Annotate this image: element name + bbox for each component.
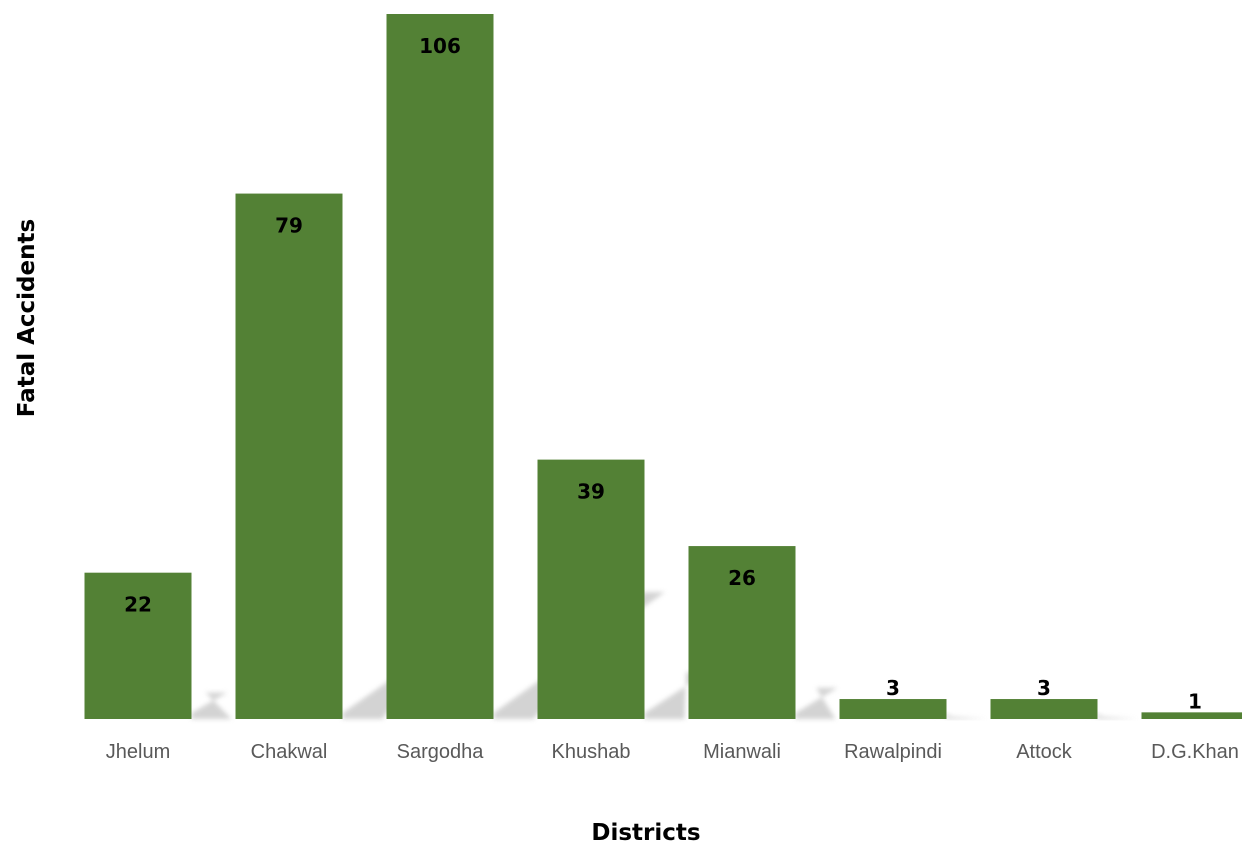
bar-khushab bbox=[537, 459, 645, 719]
x-tick-label-2: Sargodha bbox=[397, 741, 485, 763]
bar-shadow-0 bbox=[191, 692, 232, 719]
x-axis-title: Districts bbox=[591, 820, 700, 843]
x-tick-label-5: Rawalpindi bbox=[844, 741, 942, 763]
data-label-5: 3 bbox=[886, 676, 900, 700]
x-tick-labels: Jhelum Chakwal Sargodha Khushab Mianwali Rawa… bbox=[106, 741, 1239, 763]
x-tick-label-4: Mianwali bbox=[703, 741, 781, 763]
bar-jhelum bbox=[84, 572, 192, 719]
y-axis-title: Fatal Accidents bbox=[14, 219, 40, 417]
bar-sargodha bbox=[386, 14, 494, 719]
data-label-7: 1 bbox=[1188, 689, 1202, 713]
x-tick-label-7: D.G.Khan bbox=[1151, 741, 1239, 763]
data-label-3: 39 bbox=[577, 480, 605, 504]
bar-mianwali bbox=[688, 546, 796, 719]
data-label-0: 22 bbox=[124, 593, 152, 617]
x-tick-label-0: Jhelum bbox=[106, 741, 170, 763]
data-labels: 22 79 106 39 26 3 3 1 bbox=[124, 34, 1202, 713]
bars bbox=[84, 14, 1242, 720]
data-label-2: 106 bbox=[419, 34, 461, 58]
bar-rawalpindi bbox=[839, 699, 947, 719]
x-tick-label-1: Chakwal bbox=[251, 741, 328, 763]
x-tick-label-6: Attock bbox=[1016, 741, 1073, 763]
bar-chakwal bbox=[235, 193, 343, 720]
data-label-4: 26 bbox=[728, 566, 756, 590]
data-label-1: 79 bbox=[275, 214, 303, 238]
bar-attock bbox=[990, 699, 1098, 719]
data-label-6: 3 bbox=[1037, 676, 1051, 700]
bar-shadow-4 bbox=[795, 687, 838, 719]
bar-shadow-3 bbox=[644, 672, 708, 719]
bar-d-g-khan bbox=[1141, 712, 1242, 719]
x-tick-label-3: Khushab bbox=[552, 741, 631, 763]
